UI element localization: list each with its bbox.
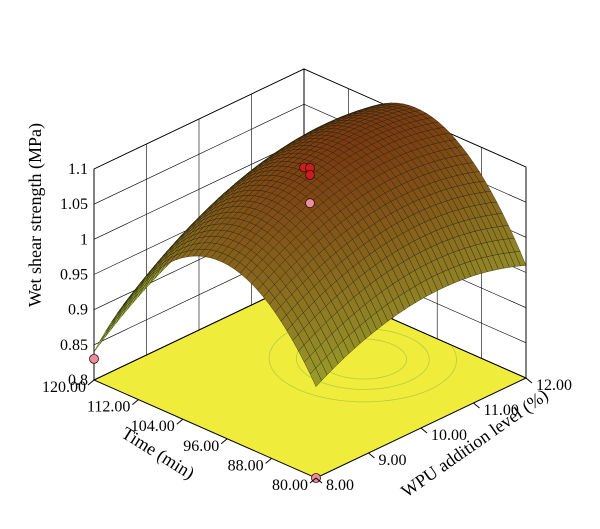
surface-cell <box>104 319 117 338</box>
y-tick-label-1: 80.00 <box>272 477 308 494</box>
surface-cell <box>99 323 112 342</box>
x-tick-label-4: 11.00 <box>484 402 519 419</box>
z-axis-ticks: 0.8 0.85 0.9 0.95 1 1.05 1.1 <box>60 161 88 389</box>
surface-cell <box>309 367 322 387</box>
x-tick-mark-2 <box>368 452 375 459</box>
design-point-6 <box>305 198 315 209</box>
z-tick-label-5: 1 <box>80 231 88 248</box>
z-tick-label-3: 0.9 <box>68 302 88 319</box>
z-tick-label-7: 1.1 <box>68 161 88 178</box>
design-point-5 <box>305 170 315 180</box>
y-tick-mark-1 <box>309 477 317 484</box>
z-tick-label-4: 0.95 <box>60 267 88 284</box>
y-tick-label-2: 88.00 <box>228 457 264 474</box>
surface-cell <box>99 326 112 345</box>
x-tick-label-1: 8.00 <box>326 477 354 494</box>
z-axis-title: Wet shear strength (MPa) <box>25 123 46 307</box>
z-tick-label-6: 1.05 <box>60 196 88 213</box>
surface-cell <box>105 316 117 335</box>
x-tick-label-5: 12.00 <box>536 377 572 394</box>
x-tick-mark-5 <box>525 377 533 384</box>
design-point-1 <box>89 353 99 364</box>
x-tick-mark-4 <box>473 402 480 409</box>
design-points <box>89 162 321 483</box>
y-tick-label-5: 112.00 <box>87 399 130 416</box>
x-tick-label-2: 9.00 <box>379 452 407 469</box>
x-tick-mark-3 <box>420 427 428 434</box>
x-tick-label-3: 10.00 <box>431 427 467 444</box>
y-tick-mark-6 <box>87 379 95 386</box>
y-tick-mark-3 <box>220 438 228 445</box>
z-tick-label-1: 0.8 <box>68 372 88 389</box>
z-tick-label-2: 0.85 <box>60 337 88 354</box>
y-tick-mark-4 <box>176 418 184 425</box>
y-tick-label-6: 120.00 <box>42 379 86 396</box>
y-tick-mark-5 <box>132 399 139 405</box>
y-tick-mark-2 <box>265 458 272 464</box>
surface-cell <box>93 333 106 353</box>
x-tick-mark-1 <box>315 477 323 484</box>
y-tick-label-4: 104.00 <box>131 418 175 435</box>
response-surface <box>93 102 527 387</box>
y-tick-label-3: 96.00 <box>183 438 219 455</box>
surface-cell <box>110 309 123 327</box>
x-axis-ticks: 8.00 9.00 10.00 11.00 12.00 <box>315 377 572 494</box>
